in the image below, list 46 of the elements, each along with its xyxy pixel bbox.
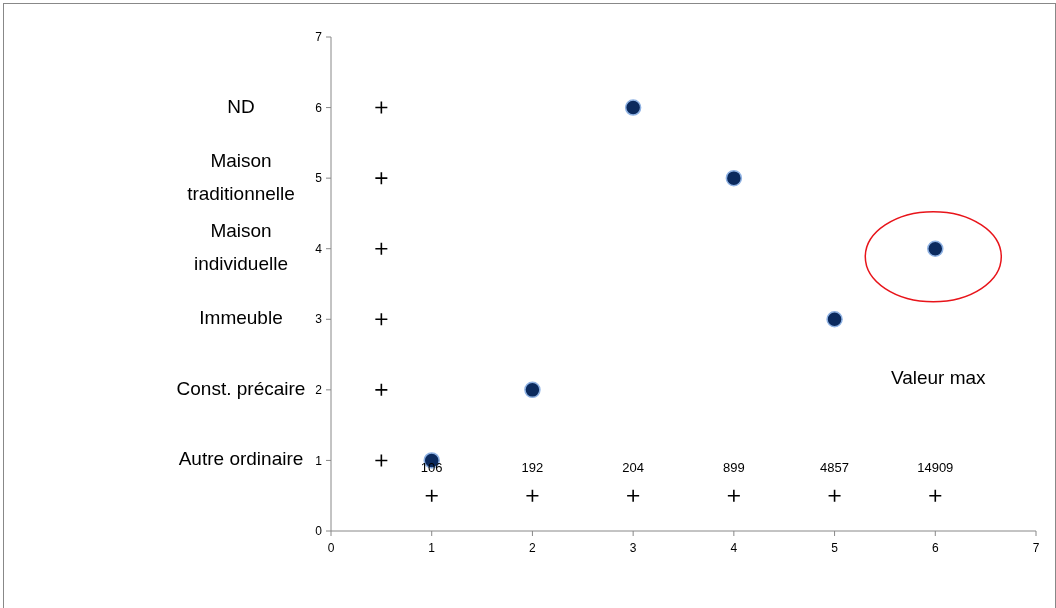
x-tick-label: 1 (428, 541, 436, 555)
point (374, 312, 389, 327)
point (927, 240, 944, 257)
y-tick-label: 2 (315, 383, 323, 398)
point (374, 453, 389, 468)
y-tick-label: 3 (315, 312, 323, 327)
y-tick-label: 6 (315, 100, 323, 115)
point (374, 171, 389, 185)
text: Autre ordinaire (178, 448, 304, 470)
annotation: 106 (420, 459, 443, 475)
y-tick-label: 4 (315, 241, 323, 256)
x-tick-label: 4 (730, 541, 738, 555)
annotation: 14909 (917, 459, 954, 475)
point (424, 488, 439, 503)
point (374, 241, 389, 256)
x-tick-label: 5 (831, 541, 839, 555)
y-tick-label: 5 (315, 171, 323, 186)
y-tick-label: 1 (315, 453, 323, 468)
point (525, 488, 540, 503)
annotation: Valeur max (890, 366, 987, 388)
text: Const. précaire (176, 377, 306, 399)
x-tick-label: 3 (629, 541, 637, 555)
text: Maison traditionnelle (187, 149, 295, 204)
text: Maison individuelle (193, 220, 289, 275)
point (524, 381, 541, 399)
point (928, 488, 943, 503)
x-tick-label: 0 (327, 541, 335, 555)
point (727, 488, 741, 503)
text: Immeuble (199, 307, 283, 329)
point (827, 488, 842, 503)
annotation: 4857 (820, 459, 850, 475)
point (374, 383, 389, 397)
annotation: 204 (622, 459, 644, 475)
annotation: 192 (521, 459, 544, 475)
point (626, 488, 640, 503)
text: ND (227, 95, 255, 117)
annotation: 899 (723, 459, 745, 475)
point (374, 100, 389, 115)
point (725, 169, 743, 187)
x-tick-label: 2 (529, 541, 537, 555)
x-tick-label: 6 (931, 541, 939, 555)
point (826, 311, 843, 328)
x-tick-label: 7 (1032, 541, 1040, 555)
y-tick-label: 0 (315, 524, 323, 539)
point (624, 99, 642, 116)
y-tick-label: 7 (315, 30, 323, 45)
